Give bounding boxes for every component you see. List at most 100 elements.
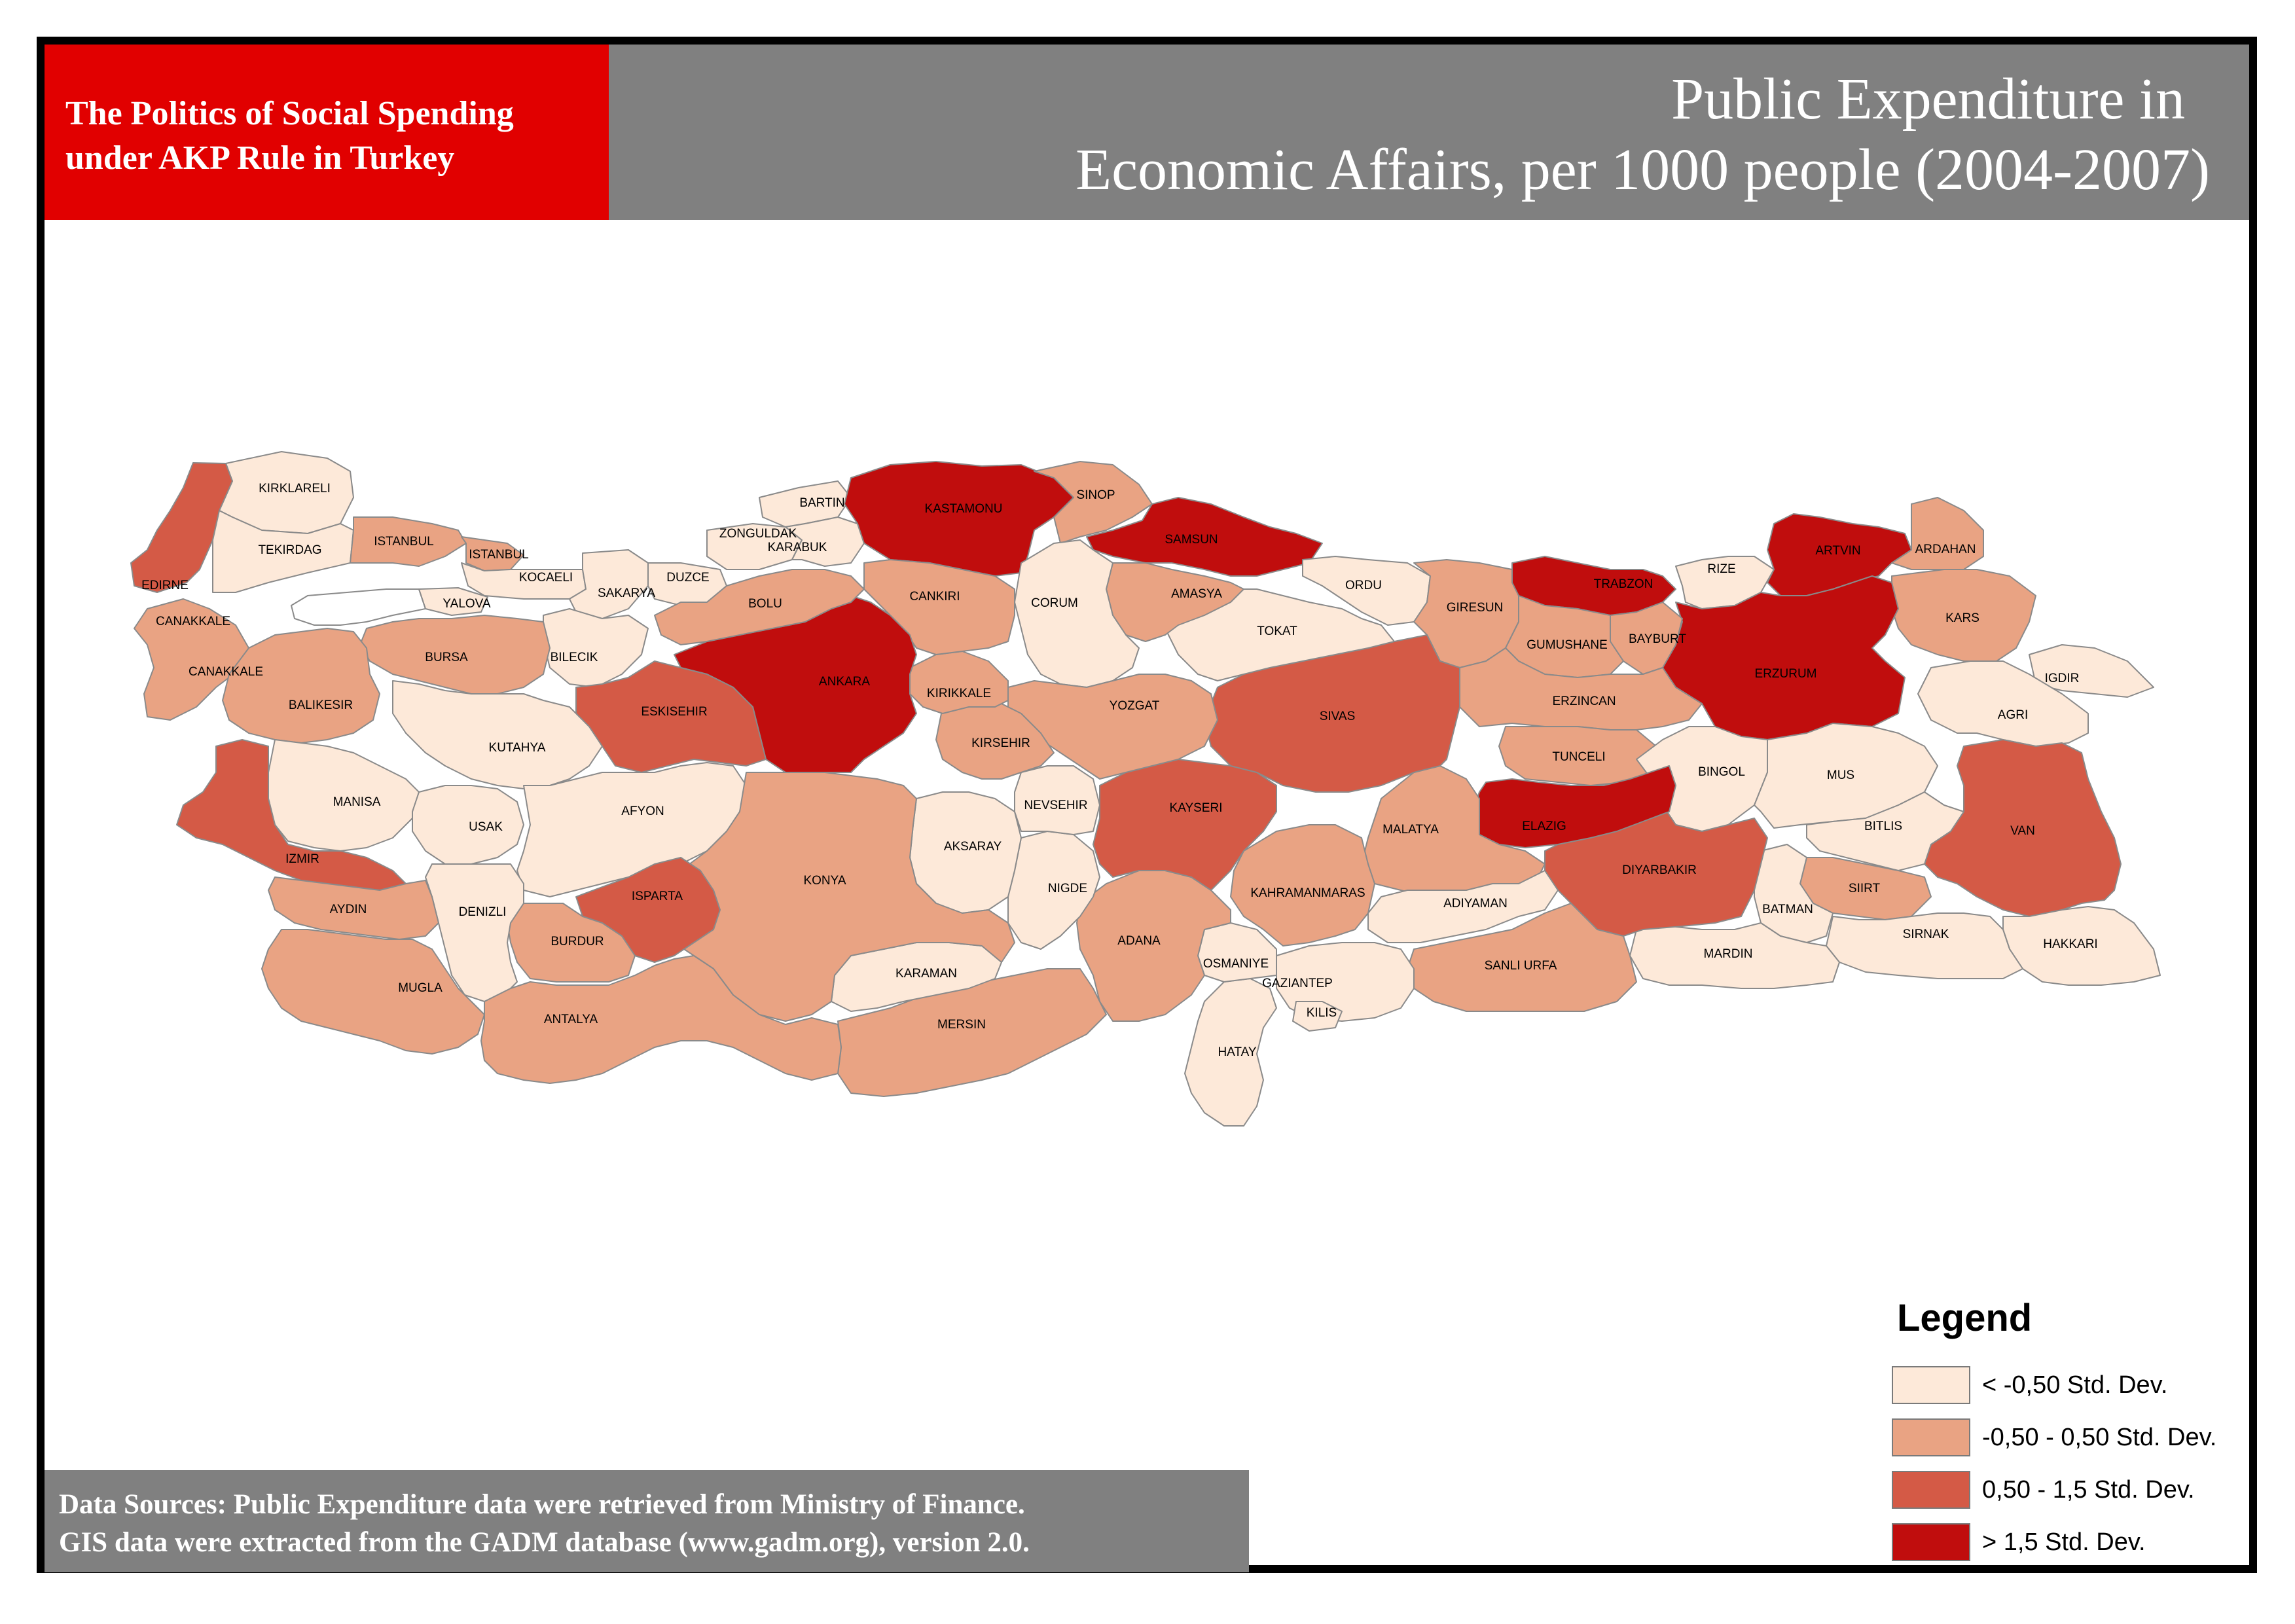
province-label-bolu: BOLU — [748, 597, 782, 611]
province-label-tokat: TOKAT — [1257, 624, 1297, 638]
province-label-bilecik: BILECIK — [551, 651, 598, 664]
province-artvin — [1767, 513, 1912, 596]
province-label-sivas: SIVAS — [1320, 710, 1356, 723]
province-hatay — [1184, 978, 1277, 1127]
province-kars — [1891, 569, 2036, 662]
province-label-artvin: ARTVIN — [1815, 544, 1860, 558]
province-label-erzurum: ERZURUM — [1755, 667, 1817, 681]
legend-swatch-mid — [1892, 1418, 1970, 1456]
province-eskisehir — [575, 660, 767, 773]
province-label-sanli-urfa: SANLI URFA — [1485, 959, 1557, 973]
data-sources-note: Data Sources: Public Expenditure data we… — [45, 1470, 1249, 1572]
province-label-isparta: ISPARTA — [632, 890, 683, 903]
legend-swatch-high — [1892, 1471, 1970, 1509]
province-burdur — [507, 903, 636, 983]
province-sanli-urfa — [1407, 903, 1637, 1012]
province-label-sakarya: SAKARYA — [598, 586, 655, 600]
province-label-aydin: AYDIN — [330, 903, 367, 916]
province-label-agri: AGRI — [1998, 708, 2028, 722]
province-label-aksaray: AKSARAY — [944, 840, 1002, 854]
provinces-layer — [130, 451, 2161, 1127]
province-label-malatya: MALATYA — [1382, 823, 1439, 837]
province-label-canakkale: CANAKKALE — [156, 615, 230, 628]
province-label-amasya: AMASYA — [1171, 587, 1222, 601]
province-label-zonguldak: ZONGULDAK — [719, 527, 797, 541]
province-label-ordu: ORDU — [1345, 579, 1382, 592]
province-mugla — [261, 929, 485, 1055]
province-label-rize: RIZE — [1707, 562, 1735, 576]
province-label-konya: KONYA — [803, 874, 846, 888]
province-kilis — [1292, 1001, 1343, 1032]
province-osmaniye — [1197, 922, 1277, 983]
province-label-ankara: ANKARA — [819, 675, 870, 689]
province-label-yalova: YALOVA — [443, 597, 491, 611]
map-title-line-1: Public Expenditure in — [1671, 67, 2185, 132]
project-title-banner: The Politics of Social Spending under AK… — [45, 45, 609, 220]
province-label-nevsehir: NEVSEHIR — [1024, 799, 1087, 812]
province-label-tunceli: TUNCELI — [1552, 750, 1605, 764]
province-tokat — [1165, 588, 1395, 681]
legend-item-mid: -0,50 - 0,50 Std. Dev. — [1892, 1418, 2245, 1456]
province-label-sirnak: SIRNAK — [1903, 928, 1949, 941]
legend-title: Legend — [1897, 1297, 2033, 1339]
province-label-izmir: IZMIR — [285, 852, 319, 866]
province-label-kocaeli: KOCAELI — [519, 571, 573, 585]
province-label-kars: KARS — [1945, 611, 1979, 625]
province-labels-layer: KIRKLARELI EDIRNE TEKIRDAG ISTANBUL ISTANBUL… — [141, 482, 2098, 1059]
province-label-kirklareli: KIRKLARELI — [259, 482, 331, 496]
province-label-erzincan: ERZINCAN — [1552, 695, 1616, 708]
province-nevsehir — [1014, 765, 1100, 835]
province-label-antalya: ANTALYA — [544, 1013, 598, 1026]
province-kayseri — [1093, 759, 1277, 891]
province-mardin — [1629, 922, 1840, 989]
province-sinop — [1034, 461, 1153, 544]
province-erzincan — [1453, 647, 1703, 731]
province-label-kirsehir: KIRSEHIR — [971, 736, 1030, 750]
province-corum — [1014, 539, 1140, 688]
province-karabuk — [785, 516, 865, 567]
province-nigde — [1007, 831, 1100, 950]
province-label-adiyaman: ADIYAMAN — [1443, 897, 1508, 911]
province-label-sinop: SINOP — [1076, 488, 1115, 502]
province-sirnak — [1826, 912, 2023, 979]
legend-label-veryhigh: > 1,5 Std. Dev. — [1982, 1528, 2146, 1556]
province-label-adana: ADANA — [1117, 934, 1161, 948]
province-istanbul — [350, 516, 467, 567]
province-label-karaman: KARAMAN — [895, 967, 957, 981]
province-label-hakkari: HAKKARI — [2043, 937, 2097, 951]
province-batman — [1754, 844, 1834, 943]
map-title-banner: Public Expenditure in Economic Affairs, … — [609, 45, 2249, 220]
province-label-mersin: MERSIN — [937, 1018, 986, 1032]
province-label-edirne: EDIRNE — [141, 579, 189, 592]
province-bilecik — [543, 608, 649, 688]
province-label-gaziantep: GAZIANTEP — [1262, 977, 1333, 990]
province-kutahya — [392, 680, 603, 789]
province-label-elazig: ELAZIG — [1522, 820, 1566, 833]
province-label-balikesir: BALIKESIR — [289, 698, 353, 712]
project-title-line-1: The Politics of Social Spending — [65, 95, 514, 132]
province-bitlis — [1806, 791, 1964, 871]
province-antalya — [480, 955, 842, 1084]
province-kirikkale — [909, 651, 1009, 714]
province-label-duzce: DUZCE — [666, 571, 709, 585]
province-label-kutahya: KUTAHYA — [489, 741, 546, 755]
province-label-ardahan: ARDAHAN — [1915, 543, 1976, 556]
province-kastamonu — [844, 461, 1074, 577]
province-label-tekirdag: TEKIRDAG — [258, 543, 321, 557]
province-aydin — [268, 876, 439, 940]
province-canakkale — [134, 598, 249, 721]
province-label-batman: BATMAN — [1762, 903, 1813, 916]
province-edirne — [130, 462, 233, 593]
province-label-gumushane: GUMUSHANE — [1527, 638, 1608, 652]
province-label-cankiri: CANKIRI — [909, 590, 960, 604]
province-label-osmaniye: OSMANIYE — [1203, 957, 1269, 971]
data-sources-line-2: GIS data were extracted from the GADM da… — [59, 1527, 1030, 1558]
province-label-nigde: NIGDE — [1048, 882, 1087, 895]
province-label-istanbul: ISTANBUL — [469, 548, 529, 562]
province-label-manisa: MANISA — [333, 795, 381, 809]
province-label-bartin: BARTIN — [799, 496, 844, 510]
province-label-trabzon: TRABZON — [1594, 577, 1653, 591]
province-label-usak: USAK — [469, 820, 503, 834]
province-label-kilis: KILIS — [1307, 1006, 1337, 1020]
province-kahramanmaras — [1230, 824, 1375, 947]
